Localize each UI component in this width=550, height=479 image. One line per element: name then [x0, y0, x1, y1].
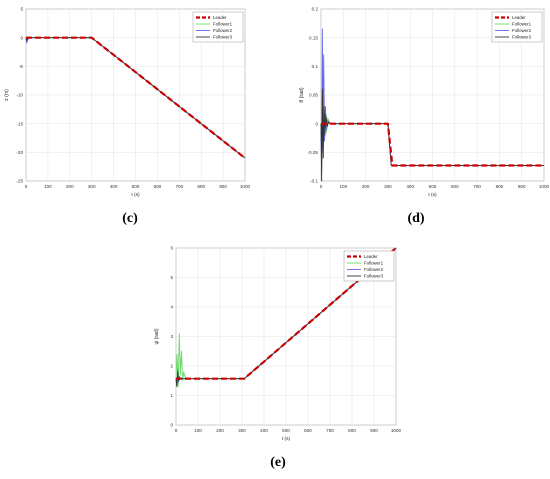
y-tick-label: 0.05 [309, 93, 318, 98]
x-tick-label: 400 [110, 184, 118, 189]
legend-label-follower1: Follower1 [512, 22, 532, 27]
x-tick-label: 500 [132, 184, 140, 189]
y-tick-label: 5 [170, 275, 173, 280]
series-line-leader [176, 247, 397, 380]
y-tick-label: 2 [170, 364, 173, 369]
x-tick-label: 900 [370, 428, 378, 433]
y-tick-label: 3 [170, 334, 173, 339]
x-axis-label: t (s) [131, 192, 140, 198]
legend-label-follower3: Follower3 [512, 35, 532, 40]
legend-label-follower2: Follower2 [213, 28, 233, 33]
y-axis-label: ψ (rad) [154, 328, 160, 344]
x-tick-label: 1000 [240, 184, 251, 189]
legend-label-leader: Leader [364, 254, 378, 259]
x-tick-label: 700 [473, 184, 481, 189]
x-tick-label: 300 [238, 428, 246, 433]
x-tick-label: 600 [304, 428, 312, 433]
y-tick-label: -0.05 [308, 150, 319, 155]
x-tick-label: 0 [25, 184, 28, 189]
series-line-leader [26, 36, 246, 159]
y-tick-label: 6 [170, 246, 173, 251]
x-tick-label: 200 [216, 428, 224, 433]
y-tick-label: -25 [16, 179, 23, 184]
chart-e: 0 100 200 300 400 500 600 700 800 900 1000 6 5 4 3 2 1 0 t… [154, 246, 402, 442]
x-tick-label: 200 [66, 184, 74, 189]
x-tick-label: 700 [326, 428, 334, 433]
legend-label-follower2: Follower2 [512, 28, 532, 33]
y-tick-label: 0 [170, 423, 173, 428]
x-tick-label: 600 [154, 184, 162, 189]
y-tick-label: 1 [170, 393, 173, 398]
x-tick-label: 500 [429, 184, 437, 189]
y-tick-label: 5 [20, 7, 23, 12]
panel-label-e: (e) [270, 455, 286, 470]
y-tick-label: -0.1 [310, 179, 318, 184]
x-tick-label: 400 [406, 184, 414, 189]
x-tick-label: 1000 [391, 428, 402, 433]
x-tick-label: 1000 [539, 184, 550, 189]
x-tick-label: 100 [339, 184, 347, 189]
panel-label-d: (d) [407, 211, 424, 226]
x-tick-label: 0 [175, 428, 178, 433]
legend-label-follower1: Follower1 [213, 22, 233, 27]
x-tick-label: 700 [175, 184, 183, 189]
x-tick-label: 600 [451, 184, 459, 189]
y-axis-label: z (m) [4, 89, 10, 101]
x-tick-label: 500 [282, 428, 290, 433]
x-tick-label: 900 [518, 184, 526, 189]
chart-c: 0 100 200 300 400 500 600 700 800 900 1000 5 0 -5 -10 -… [4, 7, 251, 198]
x-tick-label: 800 [348, 428, 356, 433]
y-tick-label: -5 [19, 64, 24, 69]
panel-label-c: (c) [122, 211, 138, 226]
x-tick-label: 300 [384, 184, 392, 189]
legend-label-follower3: Follower3 [364, 274, 384, 279]
y-tick-label: 0.2 [312, 7, 319, 12]
x-tick-label: 100 [194, 428, 202, 433]
y-axis-label: θ (rad) [299, 87, 305, 103]
x-axis-label: t (s) [428, 192, 437, 198]
series-line-leader [321, 122, 544, 167]
x-tick-label: 200 [362, 184, 370, 189]
legend-label-follower2: Follower2 [364, 267, 384, 272]
y-tick-label: 0.15 [309, 35, 318, 40]
x-tick-label: 400 [260, 428, 268, 433]
y-tick-label: 0.1 [312, 64, 319, 69]
x-tick-label: 900 [219, 184, 227, 189]
legend-label-follower3: Follower3 [213, 35, 233, 40]
x-tick-label: 100 [44, 184, 52, 189]
x-axis-label: t (s) [282, 436, 291, 442]
legend-label-leader: Leader [512, 15, 526, 20]
y-tick-label: -15 [16, 121, 23, 126]
x-tick-label: 300 [88, 184, 96, 189]
legend-label-follower1: Follower1 [364, 261, 384, 266]
chart-d: 0 100 200 300 400 500 600 700 800 900 1000 0.2 0.15 0… [299, 7, 550, 198]
y-tick-label: 4 [170, 305, 173, 310]
y-tick-label: -20 [16, 150, 23, 155]
y-tick-label: -10 [16, 93, 23, 98]
x-tick-label: 0 [320, 184, 323, 189]
y-tick-label: 0 [315, 121, 318, 126]
y-tick-label: 0 [20, 35, 23, 40]
x-tick-label: 800 [197, 184, 205, 189]
legend-label-leader: Leader [213, 15, 227, 20]
x-tick-label: 800 [496, 184, 504, 189]
